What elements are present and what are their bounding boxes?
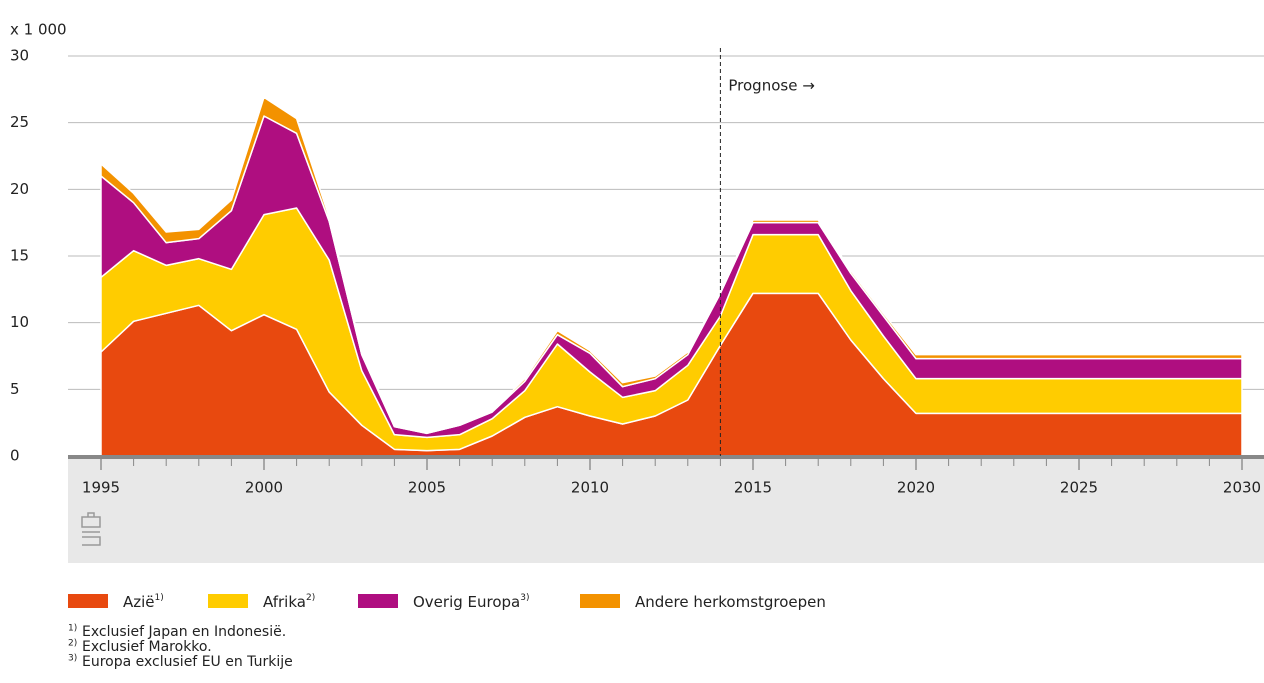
legend-name: Afrika xyxy=(263,593,306,611)
legend-swatch xyxy=(358,594,398,608)
footnote-text: Exclusief Japan en Indonesië. xyxy=(82,624,286,640)
y-tick-label: 0 xyxy=(10,447,20,465)
annotation: Prognose → xyxy=(728,77,814,95)
legend-note: 3) xyxy=(520,593,529,603)
y-tick-label: 20 xyxy=(10,180,29,198)
legend-label: Andere herkomstgroepen xyxy=(635,593,826,611)
footnote-mark: 3) xyxy=(68,654,77,664)
y-tick-label: 15 xyxy=(10,247,29,265)
x-tick-label: 2000 xyxy=(245,479,283,497)
axis-band xyxy=(68,459,1264,563)
area xyxy=(100,96,1243,435)
legend-name: Andere herkomstgroepen xyxy=(635,593,826,611)
legend-swatch xyxy=(68,594,108,608)
x-tick-label: 2025 xyxy=(1060,479,1098,497)
footnote-text: Exclusief Marokko. xyxy=(82,639,212,655)
unit-label: x 1 000 xyxy=(10,21,67,39)
x-tick-label: 1995 xyxy=(82,479,120,497)
y-tick-label: 5 xyxy=(10,380,20,398)
cbs-logo xyxy=(81,512,101,546)
x-tick-label: 2030 xyxy=(1223,479,1261,497)
y-tick-label: 25 xyxy=(10,113,29,131)
footnote-mark: 1) xyxy=(68,624,77,634)
y-tick-label: 10 xyxy=(10,313,29,331)
legend-swatch xyxy=(208,594,248,608)
legend-label: Afrika2) xyxy=(263,593,315,611)
legend-label: Overig Europa3) xyxy=(413,593,530,611)
legend-swatch xyxy=(580,594,620,608)
legend-name: Azië xyxy=(123,593,155,611)
legend-name: Overig Europa xyxy=(413,593,520,611)
x-tick-label: 2020 xyxy=(897,479,935,497)
footnote-text: Europa exclusief EU en Turkije xyxy=(82,654,293,670)
x-tick-label: 2010 xyxy=(571,479,609,497)
legend-label: Azië1) xyxy=(123,593,164,611)
legend-note: 1) xyxy=(155,593,164,603)
y-tick-label: 30 xyxy=(10,47,29,65)
legend-note: 2) xyxy=(306,593,315,603)
x-tick-label: 2005 xyxy=(408,479,446,497)
x-tick-label: 2015 xyxy=(734,479,772,497)
footnote-mark: 2) xyxy=(68,639,77,649)
